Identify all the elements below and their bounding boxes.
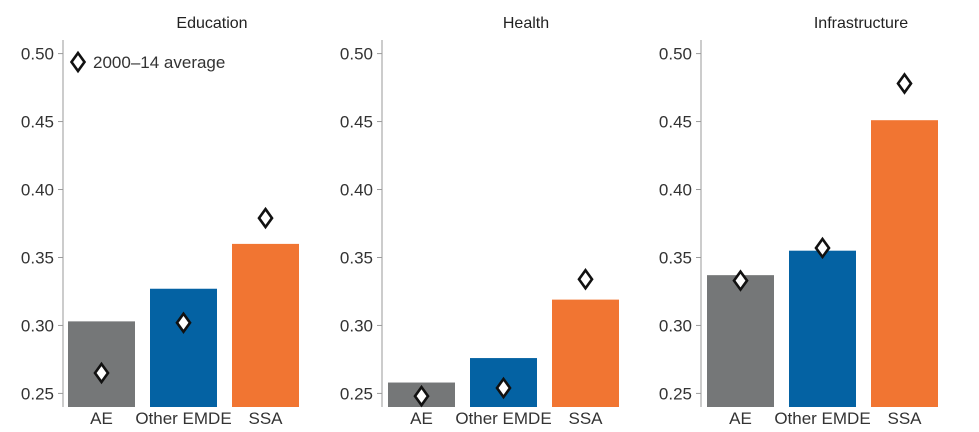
avg-marker-health-ssa — [577, 268, 594, 291]
category-label-education-ssa: SSA — [248, 409, 283, 427]
y-tick-label-infrastructure: 0.30 — [659, 316, 692, 335]
avg-marker-education-other-emde — [175, 311, 192, 334]
bar-infrastructure-other-emde — [789, 250, 856, 407]
bar-education-ssa — [232, 243, 299, 407]
avg-marker-education-ssa — [257, 206, 274, 230]
avg-marker-health-ae — [413, 384, 430, 408]
panel-title-infrastructure: Infrastructure — [814, 15, 908, 32]
y-tick-label-education: 0.50 — [21, 45, 54, 64]
avg-marker-infrastructure-ssa — [896, 72, 913, 95]
category-label-health-ae: AE — [410, 409, 433, 427]
y-tick-label-education: 0.35 — [21, 248, 54, 267]
bar-infrastructure-ssa — [871, 120, 938, 408]
y-tick-label-health: 0.35 — [340, 248, 373, 267]
y-tick-label-health: 0.40 — [340, 181, 373, 200]
bar-infrastructure-ae — [707, 275, 774, 407]
avg-marker-infrastructure-ae — [732, 269, 749, 292]
bar-health-ssa — [552, 299, 619, 407]
legend-label: 2000–14 average — [93, 53, 225, 72]
category-label-infrastructure-other-emde: Other EMDE — [774, 409, 870, 427]
category-label-health-ssa: SSA — [568, 409, 603, 427]
legend-diamond-icon — [69, 50, 87, 74]
avg-marker-infrastructure-other-emde — [814, 236, 831, 260]
y-tick-label-health: 0.50 — [340, 45, 373, 64]
y-tick-label-education: 0.25 — [21, 384, 54, 403]
y-tick-label-health: 0.30 — [340, 316, 373, 335]
category-label-education-other-emde: Other EMDE — [135, 409, 231, 427]
avg-marker-education-ae — [93, 361, 110, 385]
y-tick-label-health: 0.45 — [340, 113, 373, 132]
y-tick-label-education: 0.40 — [21, 181, 54, 200]
bar-education-other-emde — [150, 288, 217, 407]
y-tick-label-infrastructure: 0.40 — [659, 181, 692, 200]
panel-title-education: Education — [176, 15, 247, 32]
panel-title-health: Health — [503, 15, 549, 32]
avg-marker-health-other-emde — [495, 376, 512, 400]
y-tick-label-education: 0.45 — [21, 113, 54, 132]
y-tick-label-education: 0.30 — [21, 316, 54, 335]
category-label-infrastructure-ssa: SSA — [887, 409, 922, 427]
y-tick-label-health: 0.25 — [340, 384, 373, 403]
category-label-education-ae: AE — [90, 409, 113, 427]
y-tick-label-infrastructure: 0.50 — [659, 45, 692, 64]
y-tick-label-infrastructure: 0.25 — [659, 384, 692, 403]
y-tick-label-infrastructure: 0.35 — [659, 248, 692, 267]
category-label-health-other-emde: Other EMDE — [455, 409, 551, 427]
y-tick-label-infrastructure: 0.45 — [659, 113, 692, 132]
category-label-infrastructure-ae: AE — [729, 409, 752, 427]
